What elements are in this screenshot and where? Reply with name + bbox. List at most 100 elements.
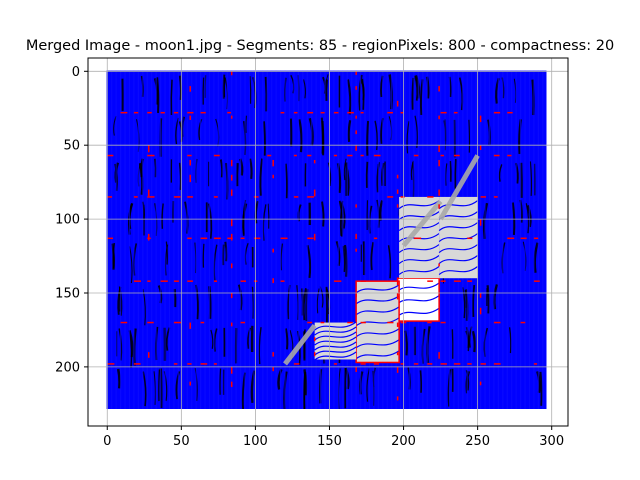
texture-stroke xyxy=(306,245,312,279)
texture-stroke xyxy=(262,204,267,241)
texture-stroke xyxy=(249,158,253,179)
region-contour xyxy=(438,222,478,232)
texture-stroke xyxy=(468,119,471,153)
texture-stroke xyxy=(321,120,325,156)
texture-stroke xyxy=(471,330,477,353)
texture-stroke xyxy=(361,78,365,110)
x-tick-label: 100 xyxy=(243,434,268,449)
texture-stroke xyxy=(129,246,133,284)
texture-stroke xyxy=(374,120,378,151)
texture-stroke xyxy=(267,203,270,229)
region-contour xyxy=(314,351,357,361)
texture-stroke xyxy=(251,286,255,319)
texture-stroke xyxy=(410,160,414,181)
texture-stroke xyxy=(526,204,532,228)
chart-title: Merged Image - moon1.jpg - Segments: 85 … xyxy=(26,38,614,54)
region-contour xyxy=(314,331,357,341)
texture-stroke xyxy=(142,288,146,326)
x-tick-label: 0 xyxy=(103,434,111,449)
texture-stroke xyxy=(366,120,370,156)
texture-stroke xyxy=(419,370,423,393)
texture-stroke xyxy=(178,162,182,190)
texture-stroke xyxy=(249,76,252,104)
region-contour xyxy=(438,200,478,210)
region-contour xyxy=(398,244,440,254)
texture-stroke xyxy=(370,242,375,271)
texture-stroke xyxy=(303,369,308,396)
texture-stroke xyxy=(285,163,288,199)
segmented-image xyxy=(106,70,547,410)
texture-stroke xyxy=(533,242,539,273)
texture-stroke xyxy=(202,243,205,268)
texture-stroke xyxy=(486,285,490,314)
x-tick-label: 150 xyxy=(317,434,342,449)
texture-stroke xyxy=(303,371,307,410)
texture-stroke xyxy=(235,162,239,187)
texture-stroke xyxy=(219,159,224,178)
texture-stroke xyxy=(153,371,156,405)
texture-stroke xyxy=(245,115,247,133)
texture-stroke xyxy=(178,75,183,101)
texture-stroke xyxy=(213,328,218,352)
x-tick-label: 300 xyxy=(539,434,564,449)
region-contour xyxy=(355,317,400,327)
texture-stroke xyxy=(342,246,346,272)
region-contour xyxy=(398,266,440,276)
grid-lines xyxy=(88,58,568,426)
texture-stroke xyxy=(449,160,452,182)
texture-stroke xyxy=(142,371,147,407)
texture-stroke xyxy=(472,284,476,317)
y-tick-label: 200 xyxy=(55,360,80,375)
texture-stroke xyxy=(284,328,289,350)
texture-stroke xyxy=(264,76,268,112)
region-contour xyxy=(398,211,440,221)
texture-stroke xyxy=(161,203,164,229)
texture-stroke xyxy=(302,288,307,321)
segment-boundaries xyxy=(107,71,540,401)
y-axis: 0 50 100 150 200 xyxy=(55,65,88,375)
region-contour xyxy=(355,350,400,360)
texture-stroke xyxy=(259,158,264,196)
texture-stroke xyxy=(111,243,115,270)
texture-stroke xyxy=(465,330,470,349)
region-contour xyxy=(314,341,357,351)
texture-stroke xyxy=(320,201,325,227)
texture-stroke xyxy=(508,327,512,354)
region-boundary xyxy=(355,280,400,364)
region-contour xyxy=(397,295,440,305)
region-contour xyxy=(314,346,357,356)
x-tick-label: 200 xyxy=(391,434,416,449)
texture-stroke xyxy=(258,327,262,365)
texture-stroke xyxy=(411,77,415,110)
region-contour xyxy=(355,306,400,316)
texture-stroke xyxy=(539,371,543,406)
texture-stroke xyxy=(346,79,352,115)
texture-stroke xyxy=(165,241,168,265)
x-tick-label: 250 xyxy=(465,434,490,449)
region-contour xyxy=(398,255,440,265)
diagonal-streak xyxy=(283,323,317,366)
region-contour xyxy=(438,266,478,275)
texture-stroke xyxy=(302,79,306,99)
region-contour xyxy=(355,339,400,349)
region-contour xyxy=(314,336,357,346)
texture-stroke xyxy=(445,163,448,186)
region-contour xyxy=(355,284,400,294)
texture-stroke xyxy=(366,368,370,402)
texture-stroke xyxy=(128,329,134,358)
texture-stroke xyxy=(343,244,348,277)
texture-stroke xyxy=(316,288,320,314)
axes-frame xyxy=(87,57,569,427)
diagonal-streak xyxy=(438,154,480,221)
texture-stroke xyxy=(498,164,503,182)
x-axis: 0 50 100 150 200 250 300 xyxy=(103,426,564,449)
texture-stroke xyxy=(116,368,121,389)
region-contour xyxy=(438,244,478,254)
texture-stroke xyxy=(173,288,177,308)
region-contour xyxy=(314,321,357,331)
texture-stroke xyxy=(406,121,410,154)
image-content xyxy=(106,70,547,410)
region-contour xyxy=(397,282,440,292)
region-contour xyxy=(355,295,400,305)
texture-stroke xyxy=(222,74,226,99)
